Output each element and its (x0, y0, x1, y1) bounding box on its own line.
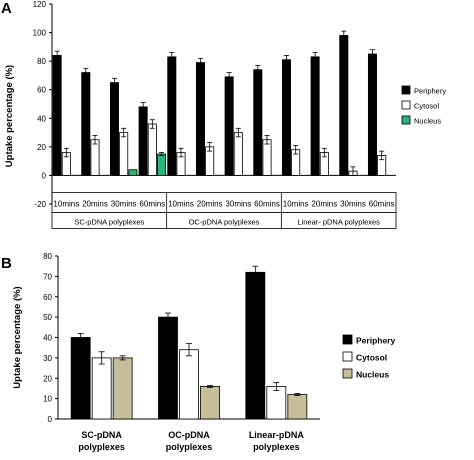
y-tick-label-b: 60 (43, 293, 52, 302)
bar-periphery (70, 337, 91, 420)
x-category-label-a: 20mins (311, 199, 337, 208)
bar-periphery (167, 56, 177, 176)
y-tick-label-a: 0 (42, 171, 47, 180)
x-category-label-a: 30mins (340, 199, 366, 208)
x-category-label-b: polyplexes (78, 442, 125, 452)
bar-cytosol (233, 132, 243, 176)
legend-swatch-cytosol (401, 100, 411, 110)
legend-label-periphery: Periphery (414, 87, 446, 96)
y-tick-label-a: 20 (37, 143, 46, 152)
legend-swatch-periphery (401, 85, 411, 95)
panel-b-label: B (1, 255, 12, 272)
x-category-label-b: Linear-pDNA (249, 430, 305, 440)
x-category-label-a: 60mins (254, 199, 280, 208)
bar-periphery (109, 82, 119, 176)
y-tick-label-b: 20 (43, 374, 52, 383)
category-table-a (51, 192, 397, 229)
y-tick-label-b: 80 (43, 252, 52, 261)
bar-periphery (310, 56, 320, 176)
bar-nucleus (112, 357, 133, 420)
chart-b: 0 10 20 30 40 50 60 70 80 Uptake percentage (%) SC… (12, 252, 395, 452)
x-category-label-a: 10mins (168, 199, 194, 208)
legend-swatch-periphery-b (342, 334, 353, 345)
x-category-label-b: polyplexes (253, 442, 300, 452)
bar-nucleus (287, 394, 308, 420)
x-category-label-a: 60mins (369, 199, 395, 208)
bar-periphery (52, 55, 62, 176)
bar-periphery (81, 72, 91, 176)
y-tick-label-a: 120 (33, 0, 47, 9)
bar-nucleus (200, 385, 220, 420)
bar-periphery (195, 62, 205, 176)
legend-label-cytosol: Cytosol (414, 102, 439, 111)
y-axis-title-a: Uptake percentage (%) (4, 65, 15, 167)
bar-nucleus (128, 169, 138, 176)
x-category-label-a: 20mins (197, 199, 223, 208)
bar-cytosol (119, 132, 129, 176)
legend-swatch-cytosol-b (342, 351, 353, 362)
y-tick-label-b: 10 (43, 395, 52, 404)
legend-swatch-nucleus (401, 115, 411, 125)
bar-periphery (158, 316, 178, 420)
x-category-label-a: 20mins (82, 199, 108, 208)
x-category-label-a: 60mins (139, 199, 165, 208)
y-tick-label-a: 100 (33, 29, 47, 38)
y-tick-label-b: 0 (48, 415, 53, 424)
legend-label-cytosol-b: Cytosol (356, 353, 387, 363)
bar-cytosol (147, 123, 157, 176)
bar-periphery (281, 59, 291, 176)
y-tick-label-a: -20 (34, 200, 46, 209)
bar-periphery (245, 271, 266, 420)
x-group-label-a: OC-pDNA polyplexes (189, 217, 260, 226)
bar-periphery (138, 106, 148, 176)
y-tick-label-b: 70 (43, 272, 52, 281)
x-category-label-a: 30mins (225, 199, 251, 208)
y-tick-label-b: 30 (43, 354, 52, 363)
x-category-label-a: 30mins (111, 199, 137, 208)
y-tick-label-b: 50 (43, 313, 52, 322)
x-category-label-b: polyplexes (166, 442, 213, 452)
y-tick-label-a: 80 (37, 57, 46, 66)
legend-label-periphery-b: Periphery (356, 336, 395, 346)
x-category-label-a: 10mins (283, 199, 309, 208)
x-group-label-a: SC-pDNA polyplexes (74, 217, 144, 226)
y-tick-label-a: 60 (37, 86, 46, 95)
bar-cytosol (179, 349, 199, 420)
bar-periphery (367, 53, 377, 176)
chart-a: -20 0 20 40 60 80 100 120 Uptake percentage (%) 1… (4, 0, 446, 229)
bar-cytosol (262, 139, 272, 176)
bar-periphery (339, 35, 349, 176)
bar-nucleus (157, 153, 167, 176)
bar-cytosol (90, 139, 100, 176)
legend-label-nucleus: Nucleus (414, 117, 441, 126)
bar-periphery (253, 69, 263, 176)
y-tick-label-b: 40 (43, 334, 52, 343)
legend-label-nucleus-b: Nucleus (356, 370, 389, 380)
x-group-label-a: Linear- pDNA polyplexes (297, 217, 380, 226)
bar-cytosol (266, 385, 287, 420)
y-tick-label-a: 40 (37, 114, 46, 123)
bar-periphery (224, 76, 234, 176)
legend-swatch-nucleus-b (342, 368, 353, 379)
bar-cytosol (91, 357, 112, 420)
x-category-label-b: OC-pDNA (168, 430, 210, 440)
x-category-label-b: SC-pDNA (81, 430, 122, 440)
panel-a-label: A (1, 0, 12, 17)
x-category-label-a: 10mins (53, 199, 79, 208)
y-axis-title-b: Uptake percentage (%) (12, 286, 23, 388)
